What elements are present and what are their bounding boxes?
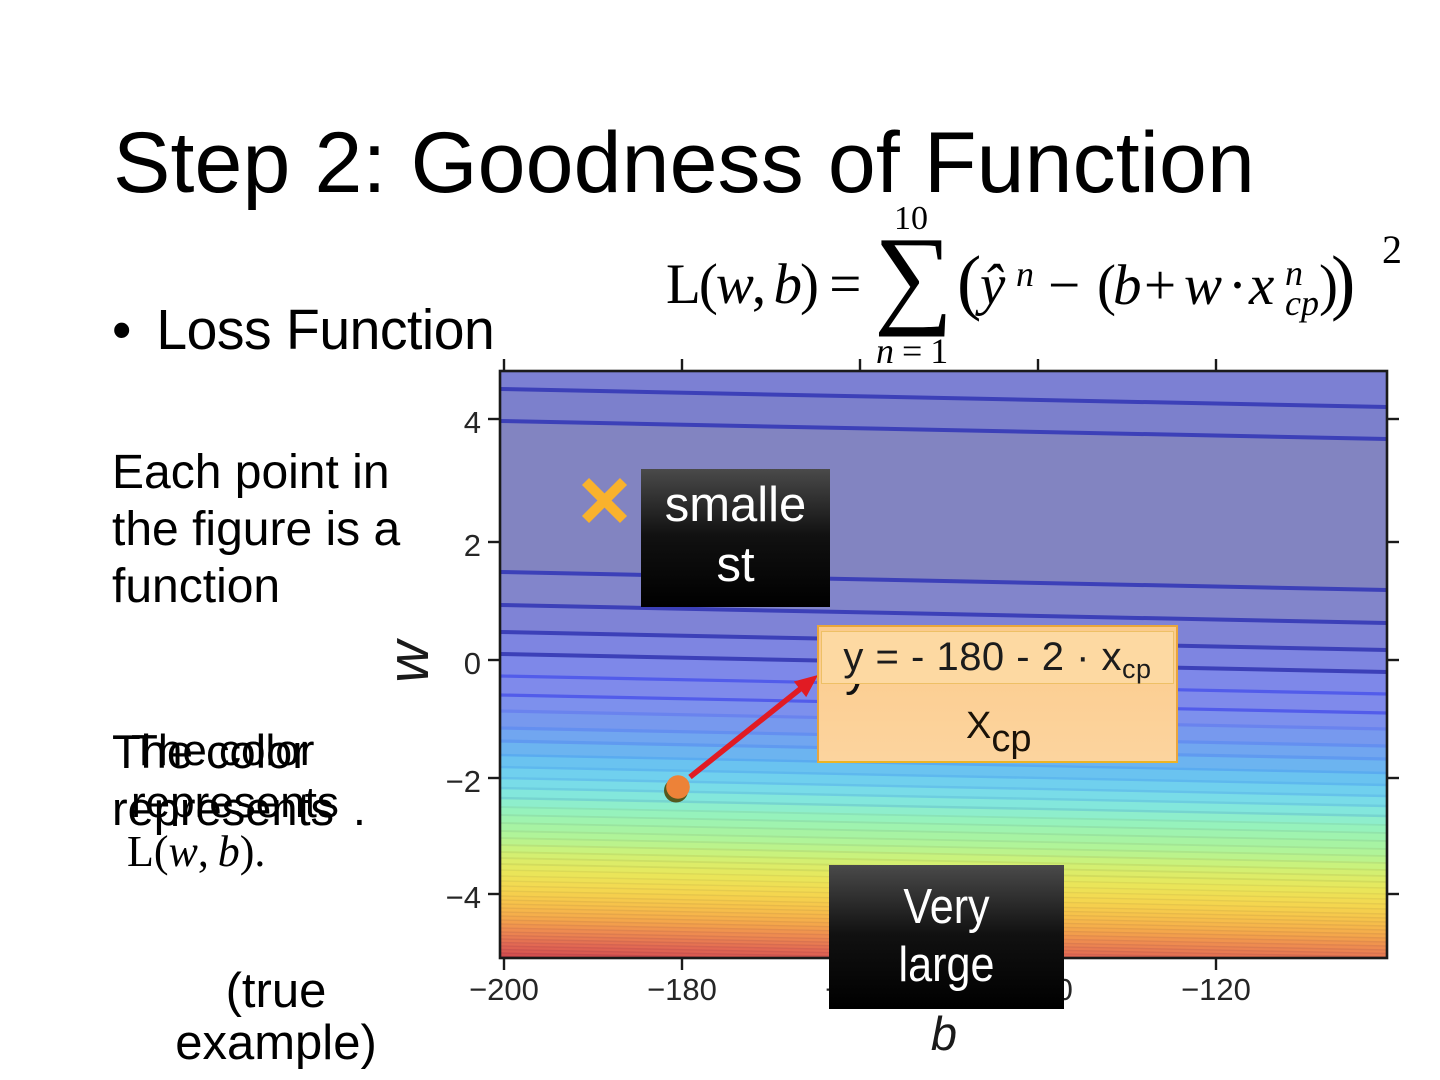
svg-text:2: 2 [464,528,481,563]
svg-text:−180: −180 [647,972,717,1007]
svg-text:0: 0 [464,646,481,681]
svg-text:w: w [376,638,441,683]
svg-text:−120: −120 [1181,972,1251,1007]
svg-text:−4: −4 [446,880,481,915]
svg-text:b: b [931,1007,957,1060]
svg-text:4: 4 [464,405,481,440]
svg-text:−2: −2 [446,764,481,799]
svg-text:−200: −200 [469,972,539,1007]
